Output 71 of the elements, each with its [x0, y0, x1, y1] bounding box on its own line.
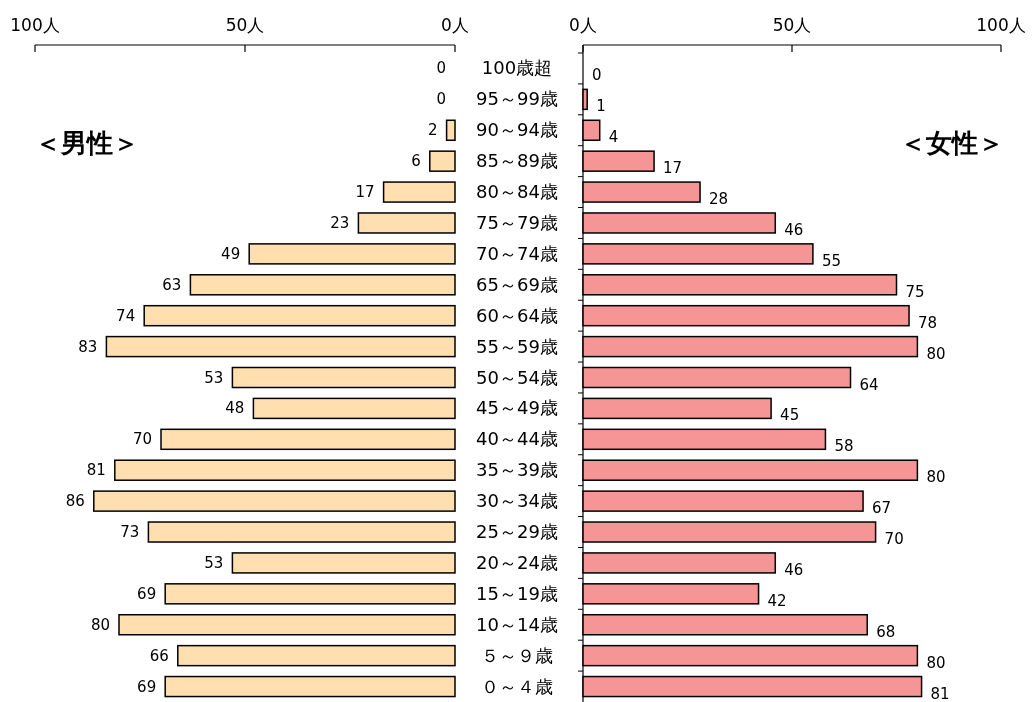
data-label: 67: [872, 499, 892, 518]
data-label: 0: [436, 59, 446, 78]
data-label: 69: [137, 677, 157, 696]
text: ＜女性＞: [900, 128, 1004, 158]
x-tick-label: 50人: [225, 15, 265, 35]
text: ＜男性＞: [35, 128, 139, 158]
data-label: 23: [330, 213, 350, 232]
y-tick-label: 65～69歳: [476, 273, 558, 295]
data-label: 70: [884, 530, 904, 549]
data-label: 63: [162, 275, 182, 294]
data-label: 78: [918, 313, 938, 332]
data-label: 81: [930, 684, 950, 702]
y-tick-label: 55～59歳: [476, 335, 558, 357]
y-tick-label: 75～79歳: [476, 211, 558, 233]
data-label: 17: [663, 159, 683, 178]
data-label: 73: [120, 523, 140, 542]
data-label: 17: [355, 183, 375, 202]
y-tick-label: 100歳超: [481, 57, 553, 79]
data-label: 70: [132, 430, 152, 449]
data-label: 81: [86, 461, 106, 480]
y-tick-label: 20～24歳: [476, 551, 558, 573]
data-label: 53: [204, 553, 224, 572]
data-label: 0: [592, 66, 602, 85]
data-label: 42: [767, 591, 787, 610]
x-tick-label: 0人: [569, 15, 597, 35]
y-tick-label: 60～64歳: [476, 304, 558, 326]
data-label: 1: [596, 97, 606, 116]
y-tick-label: 30～34歳: [476, 490, 558, 512]
data-label: 0: [436, 90, 446, 109]
data-label: 80: [926, 653, 946, 672]
data-label: 68: [876, 622, 896, 641]
y-tick-label: 15～19歳: [476, 582, 558, 604]
data-label: 2: [428, 121, 438, 140]
data-label: 66: [149, 646, 169, 665]
data-label: 58: [834, 437, 854, 456]
x-tick-label: 0人: [441, 15, 469, 35]
x-tick-label: 50人: [772, 15, 812, 35]
x-tick-label: 100人: [976, 15, 1026, 35]
x-tick-label: 100人: [10, 15, 60, 35]
data-label: 48: [225, 399, 245, 418]
y-tick-label: 45～49歳: [476, 397, 558, 419]
data-label: 53: [204, 368, 224, 387]
data-label: 46: [784, 560, 804, 579]
y-tick-label: 35～39歳: [476, 459, 558, 481]
y-tick-label: 40～44歳: [476, 428, 558, 450]
data-label: 80: [90, 615, 110, 634]
data-label: 86: [65, 492, 85, 511]
data-label: 75: [905, 282, 925, 301]
y-tick-label: 10～14歳: [476, 613, 558, 635]
data-label: 74: [116, 306, 136, 325]
data-label: 49: [221, 244, 241, 263]
data-label: 4: [608, 128, 619, 147]
data-label: 28: [709, 190, 729, 209]
data-label: 55: [821, 251, 841, 270]
y-tick-label: 80～84歳: [476, 181, 558, 203]
data-label: 46: [784, 220, 804, 239]
y-tick-label: 25～29歳: [476, 521, 558, 543]
y-tick-label: 90～94歳: [476, 119, 558, 141]
y-tick-label: 70～74歳: [476, 242, 558, 264]
y-tick-label: 95～99歳: [476, 88, 558, 110]
data-label: 6: [411, 152, 421, 171]
y-tick-label: 85～89歳: [476, 150, 558, 172]
y-tick-label: ５～９歳: [481, 644, 553, 666]
data-label: 80: [926, 344, 946, 363]
y-tick-label: 50～54歳: [476, 366, 558, 388]
data-label: 80: [926, 468, 946, 487]
data-label: 45: [780, 406, 800, 425]
y-tick-label: ０～４歳: [481, 675, 553, 697]
data-label: 69: [137, 584, 157, 603]
data-label: 83: [78, 337, 98, 356]
data-label: 64: [859, 375, 879, 394]
